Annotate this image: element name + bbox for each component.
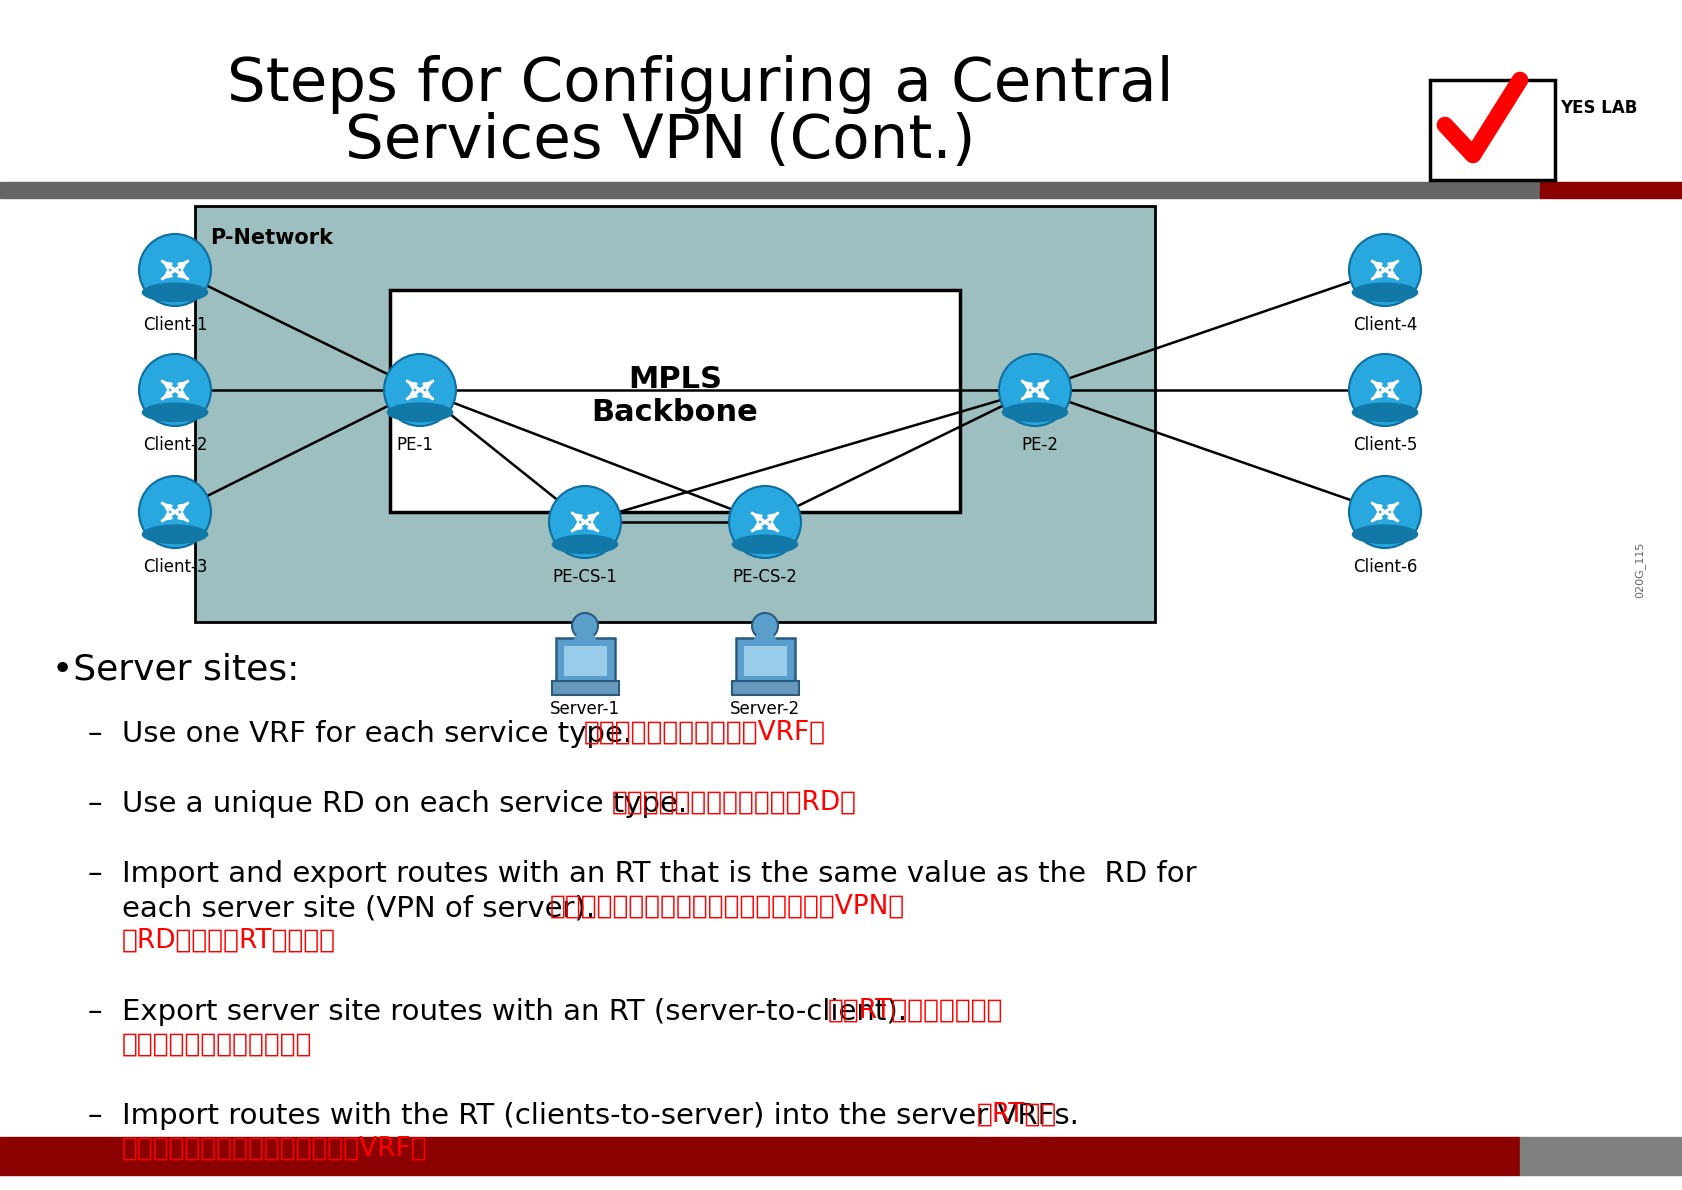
Text: Use one VRF for each service type.: Use one VRF for each service type. (121, 720, 632, 749)
Text: each server site (VPN of server).: each server site (VPN of server). (121, 894, 595, 922)
Ellipse shape (141, 402, 209, 422)
Text: PE-CS-2: PE-CS-2 (732, 568, 797, 585)
FancyBboxPatch shape (743, 646, 787, 676)
Circle shape (728, 486, 801, 558)
FancyBboxPatch shape (195, 206, 1154, 622)
Text: –: – (87, 790, 103, 818)
Bar (0, 1136, 1519, 1175)
Text: MPLS
Backbone: MPLS Backbone (592, 364, 759, 427)
FancyBboxPatch shape (552, 681, 619, 695)
Text: 使用RT（服务器到客户: 使用RT（服务器到客户 (828, 998, 1002, 1025)
Text: Client-2: Client-2 (143, 436, 207, 455)
Circle shape (383, 353, 456, 426)
Text: Import routes with the RT (clients-to-server) into the server VRFs.: Import routes with the RT (clients-to-se… (121, 1102, 1078, 1130)
Circle shape (1349, 353, 1420, 426)
Circle shape (140, 234, 210, 306)
Circle shape (140, 476, 210, 549)
Bar (0, 182, 1539, 198)
Ellipse shape (1351, 282, 1418, 302)
Ellipse shape (754, 632, 775, 649)
Text: P-Network: P-Network (210, 228, 333, 248)
Text: –: – (87, 720, 103, 749)
Text: –: – (87, 1102, 103, 1130)
Ellipse shape (732, 534, 797, 555)
Text: –: – (87, 998, 103, 1026)
Ellipse shape (1351, 402, 1418, 422)
Ellipse shape (387, 402, 452, 422)
Text: Export server site routes with an RT (server-to-client).: Export server site routes with an RT (se… (121, 998, 907, 1026)
Ellipse shape (1351, 525, 1418, 544)
Text: •Server sites:: •Server sites: (52, 652, 299, 685)
Circle shape (999, 353, 1070, 426)
Circle shape (752, 613, 777, 639)
Text: 对每种服务类型使用唯一的RD。: 对每种服务类型使用唯一的RD。 (612, 790, 856, 816)
Text: Steps for Configuring a Central: Steps for Configuring a Central (227, 56, 1172, 114)
Ellipse shape (574, 632, 595, 649)
Text: Import and export routes with an RT that is the same value as the  RD for: Import and export routes with an RT that… (121, 860, 1196, 888)
Ellipse shape (141, 525, 209, 544)
Text: 020G_115: 020G_115 (1633, 541, 1645, 599)
Text: PE-1: PE-1 (397, 436, 434, 455)
FancyBboxPatch shape (563, 646, 607, 676)
Ellipse shape (1001, 402, 1068, 422)
Text: 户机到服务器）的路由导入服务器VRF。: 户机到服务器）的路由导入服务器VRF。 (121, 1136, 427, 1161)
Text: PE-CS-1: PE-CS-1 (552, 568, 617, 585)
Circle shape (1349, 476, 1420, 549)
Text: Services VPN (Cont.): Services VPN (Cont.) (345, 113, 974, 171)
Text: Client-3: Client-3 (143, 558, 207, 576)
Text: Client-6: Client-6 (1352, 558, 1416, 576)
Circle shape (548, 486, 621, 558)
FancyBboxPatch shape (390, 290, 959, 512)
Text: Client-5: Client-5 (1352, 436, 1416, 455)
Text: 的RD值相同的RT的路由。: 的RD值相同的RT的路由。 (121, 928, 336, 954)
Text: Use a unique RD on each service type.: Use a unique RD on each service type. (121, 790, 686, 818)
Circle shape (572, 613, 597, 639)
FancyBboxPatch shape (735, 638, 794, 684)
Text: 将RT（客: 将RT（客 (977, 1102, 1056, 1128)
Text: Client-1: Client-1 (143, 317, 207, 334)
Text: –: – (87, 860, 103, 888)
Ellipse shape (552, 534, 617, 555)
Bar (1539, 182, 1682, 198)
Text: 端）导出服务器站点路由。: 端）导出服务器站点路由。 (121, 1032, 313, 1058)
FancyBboxPatch shape (555, 638, 614, 684)
FancyBboxPatch shape (732, 681, 799, 695)
Text: PE-2: PE-2 (1021, 436, 1058, 455)
Circle shape (140, 353, 210, 426)
Text: Server-2: Server-2 (730, 700, 799, 718)
Text: Client-4: Client-4 (1352, 317, 1416, 334)
Text: 为每种服务类型使用一个VRF。: 为每种服务类型使用一个VRF。 (584, 720, 826, 746)
Circle shape (1349, 234, 1420, 306)
Bar (1519, 1136, 1682, 1175)
Bar (1430, 80, 1554, 180)
Text: 导入和导出与每个服务器站点（服务器的VPN）: 导入和导出与每个服务器站点（服务器的VPN） (550, 894, 905, 920)
Ellipse shape (141, 282, 209, 302)
Text: Server-1: Server-1 (550, 700, 619, 718)
Text: YES LAB: YES LAB (1559, 99, 1637, 117)
